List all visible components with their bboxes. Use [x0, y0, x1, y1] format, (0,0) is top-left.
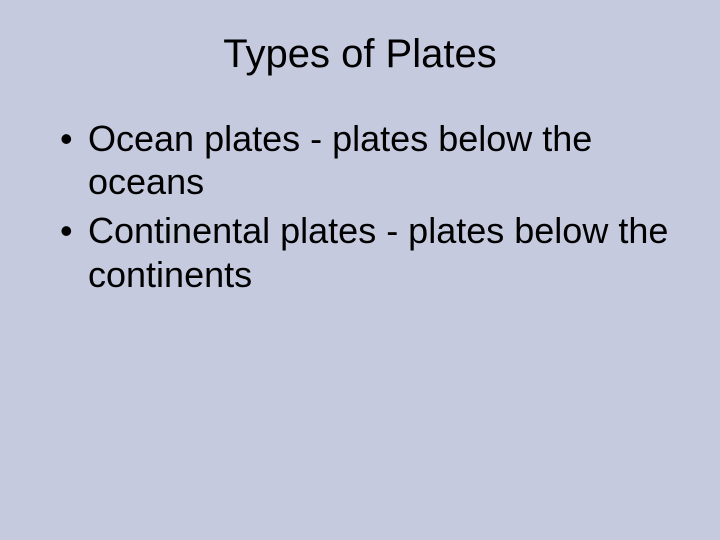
- slide-title: Types of Plates: [40, 32, 680, 77]
- list-item: Continental plates - plates below the co…: [60, 209, 680, 295]
- bullet-list: Ocean plates - plates below the oceans C…: [40, 117, 680, 296]
- list-item: Ocean plates - plates below the oceans: [60, 117, 680, 203]
- slide: Types of Plates Ocean plates - plates be…: [0, 0, 720, 540]
